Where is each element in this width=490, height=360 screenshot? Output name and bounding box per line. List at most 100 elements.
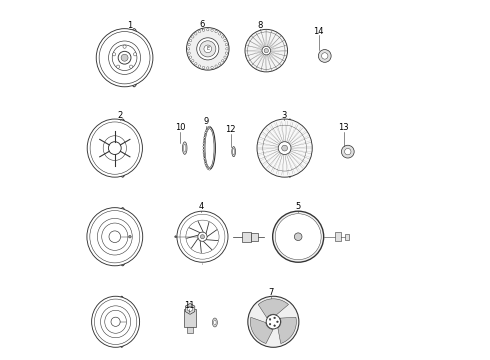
Circle shape <box>269 319 271 320</box>
Ellipse shape <box>100 306 131 338</box>
Polygon shape <box>250 317 273 343</box>
Circle shape <box>108 142 121 154</box>
Circle shape <box>203 149 204 150</box>
Circle shape <box>207 28 209 31</box>
Text: 12: 12 <box>225 125 236 134</box>
Ellipse shape <box>92 296 140 347</box>
Circle shape <box>205 165 207 166</box>
Ellipse shape <box>109 41 141 75</box>
Circle shape <box>203 152 204 154</box>
Circle shape <box>133 53 137 56</box>
Ellipse shape <box>118 119 128 177</box>
Ellipse shape <box>118 296 126 347</box>
Circle shape <box>224 56 226 58</box>
Circle shape <box>111 317 120 327</box>
Circle shape <box>225 44 228 46</box>
Text: 2: 2 <box>118 111 123 120</box>
Ellipse shape <box>184 144 186 152</box>
Ellipse shape <box>214 320 216 325</box>
Circle shape <box>211 29 213 31</box>
Text: 5: 5 <box>295 202 301 211</box>
Circle shape <box>203 155 205 157</box>
Circle shape <box>202 29 205 31</box>
Ellipse shape <box>257 119 312 177</box>
Ellipse shape <box>182 142 187 154</box>
Circle shape <box>204 134 206 136</box>
Circle shape <box>215 65 217 67</box>
Text: E: E <box>206 46 209 51</box>
Circle shape <box>209 168 210 170</box>
Circle shape <box>187 28 229 70</box>
Circle shape <box>123 45 126 48</box>
Ellipse shape <box>103 136 126 161</box>
Circle shape <box>198 232 207 241</box>
Circle shape <box>203 158 205 159</box>
Circle shape <box>245 30 288 72</box>
Circle shape <box>219 33 221 35</box>
Ellipse shape <box>129 29 140 87</box>
Circle shape <box>205 163 206 165</box>
Ellipse shape <box>130 31 139 85</box>
Circle shape <box>192 60 194 62</box>
Text: 6: 6 <box>199 19 204 28</box>
Circle shape <box>174 236 177 238</box>
Ellipse shape <box>102 223 128 250</box>
FancyBboxPatch shape <box>335 232 341 241</box>
Circle shape <box>129 65 133 68</box>
Circle shape <box>207 168 209 169</box>
Ellipse shape <box>204 127 216 169</box>
Circle shape <box>189 39 192 42</box>
Circle shape <box>264 49 269 53</box>
Circle shape <box>221 60 224 62</box>
Circle shape <box>177 211 228 262</box>
Circle shape <box>200 235 204 239</box>
Circle shape <box>113 53 116 56</box>
Circle shape <box>188 44 190 46</box>
Circle shape <box>211 66 213 69</box>
Circle shape <box>189 56 192 58</box>
Ellipse shape <box>105 310 126 333</box>
Circle shape <box>203 140 205 141</box>
Circle shape <box>278 142 291 154</box>
Circle shape <box>188 48 190 50</box>
Circle shape <box>205 130 207 131</box>
Circle shape <box>118 51 131 64</box>
Circle shape <box>192 36 194 38</box>
Ellipse shape <box>87 208 143 266</box>
Circle shape <box>206 166 208 168</box>
Circle shape <box>117 65 120 68</box>
Circle shape <box>196 38 219 60</box>
FancyBboxPatch shape <box>251 233 258 241</box>
Ellipse shape <box>212 318 218 327</box>
Circle shape <box>224 39 226 42</box>
FancyBboxPatch shape <box>187 327 193 333</box>
Ellipse shape <box>205 129 214 167</box>
Circle shape <box>198 31 200 33</box>
Circle shape <box>275 214 321 260</box>
Polygon shape <box>258 299 289 318</box>
Ellipse shape <box>118 208 128 266</box>
Circle shape <box>195 63 197 65</box>
Circle shape <box>204 45 212 53</box>
Text: 4: 4 <box>198 202 204 211</box>
FancyBboxPatch shape <box>243 232 251 242</box>
Circle shape <box>321 53 328 59</box>
Circle shape <box>207 67 209 69</box>
Circle shape <box>200 41 216 57</box>
Ellipse shape <box>233 148 235 155</box>
Circle shape <box>344 148 351 155</box>
Circle shape <box>274 317 275 319</box>
Circle shape <box>180 214 225 259</box>
Text: 13: 13 <box>338 123 349 132</box>
Text: 1: 1 <box>127 21 132 30</box>
Circle shape <box>282 145 288 151</box>
Circle shape <box>208 168 210 170</box>
Circle shape <box>202 66 205 69</box>
Text: 7: 7 <box>268 288 273 297</box>
Circle shape <box>188 52 190 54</box>
Ellipse shape <box>119 299 125 344</box>
Text: 14: 14 <box>314 27 324 36</box>
Circle shape <box>248 296 299 347</box>
Circle shape <box>206 128 208 130</box>
Circle shape <box>219 63 221 65</box>
